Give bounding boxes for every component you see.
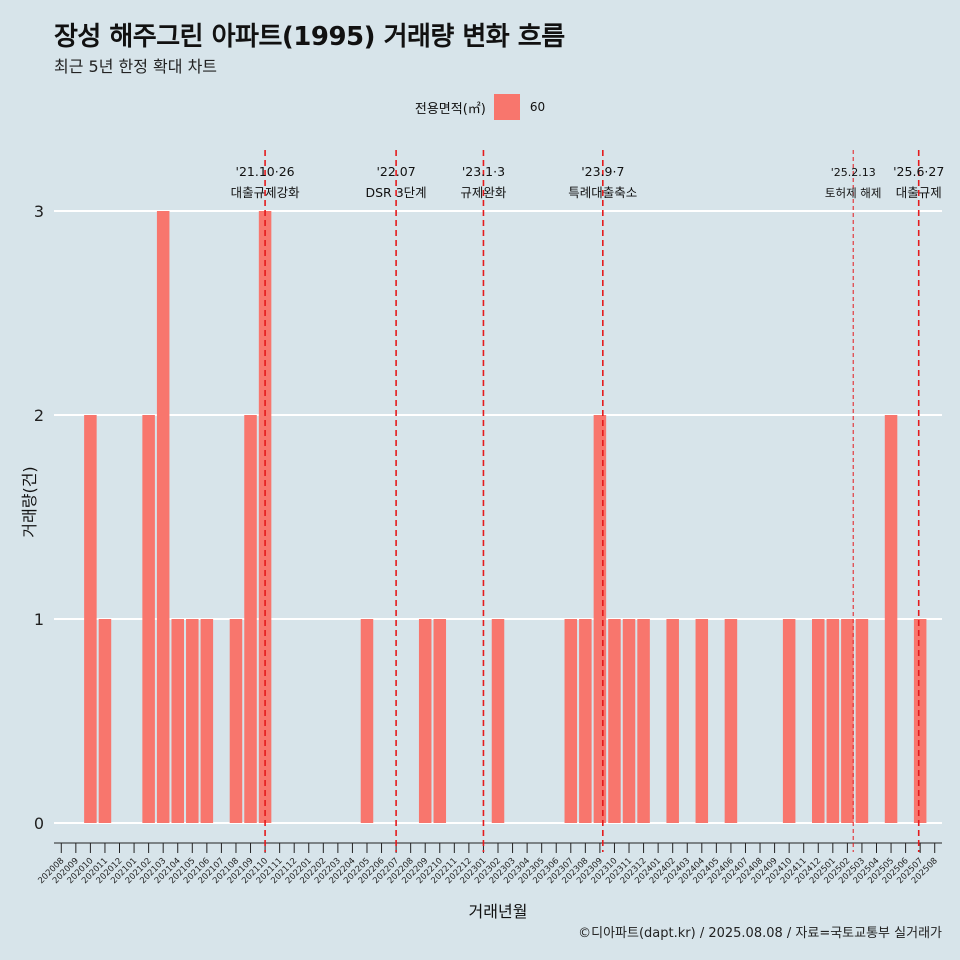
y-tick-label: 1 xyxy=(34,610,44,629)
bar xyxy=(171,619,184,823)
source-caption: ©디아파트(dapt.kr) / 2025.08.08 / 자료=국토교통부 실… xyxy=(578,926,942,941)
bar xyxy=(579,619,592,823)
bar xyxy=(812,619,825,823)
event-date-label: '23.9·7 xyxy=(581,164,624,179)
event-name-label: 규제완화 xyxy=(460,185,507,200)
bar xyxy=(229,619,243,823)
bar xyxy=(142,415,155,823)
event-name-label: DSR 3단계 xyxy=(366,185,427,200)
chart-title: 장성 해주그린 아파트(1995) 거래량 변화 흐름 xyxy=(54,22,565,52)
bar xyxy=(826,619,840,823)
bar xyxy=(593,415,607,823)
chart-subtitle: 최근 5년 한정 확대 차트 xyxy=(54,57,218,76)
legend-label: 60 xyxy=(529,100,546,114)
bar xyxy=(98,619,112,823)
bar xyxy=(724,619,738,823)
bar xyxy=(200,619,214,823)
legend-swatch xyxy=(493,94,520,120)
event-date-label: '25.6·27 xyxy=(893,164,944,179)
event-date-label: '23.1·3 xyxy=(462,164,505,179)
bar xyxy=(491,619,505,823)
event-date-label: '21.10·26 xyxy=(236,164,295,179)
bar xyxy=(695,619,709,823)
bar xyxy=(244,415,257,823)
event-name-label: 특례대출축소 xyxy=(568,185,637,200)
event-name-label: 대출규제강화 xyxy=(231,185,301,200)
bar xyxy=(418,619,432,823)
bar xyxy=(360,619,374,823)
legend-title: 전용면적(㎡) xyxy=(414,101,486,117)
y-tick-label: 3 xyxy=(34,202,44,221)
bar xyxy=(186,619,199,823)
bar xyxy=(433,619,447,823)
event-name-label: 토허제 해제 xyxy=(825,186,882,200)
bar xyxy=(666,619,679,823)
bar xyxy=(564,619,578,823)
bar xyxy=(608,619,621,823)
bar xyxy=(84,415,97,823)
bar xyxy=(841,619,854,823)
event-date-label: '22.07 xyxy=(376,164,415,179)
legend: 전용면적(㎡) 60 xyxy=(0,94,960,120)
bar xyxy=(258,211,272,823)
bar xyxy=(622,619,636,823)
x-axis-label: 거래년월 xyxy=(468,902,528,921)
event-date-label: '25.2.13 xyxy=(831,166,876,179)
bar xyxy=(855,619,869,823)
y-tick-label: 2 xyxy=(34,406,44,425)
bar xyxy=(884,415,898,823)
bar xyxy=(156,211,170,823)
bar xyxy=(913,619,927,823)
bar xyxy=(782,619,796,823)
bar xyxy=(637,619,650,823)
event-name-label: 대출규제 xyxy=(896,185,942,200)
y-tick-label: 0 xyxy=(34,814,44,833)
